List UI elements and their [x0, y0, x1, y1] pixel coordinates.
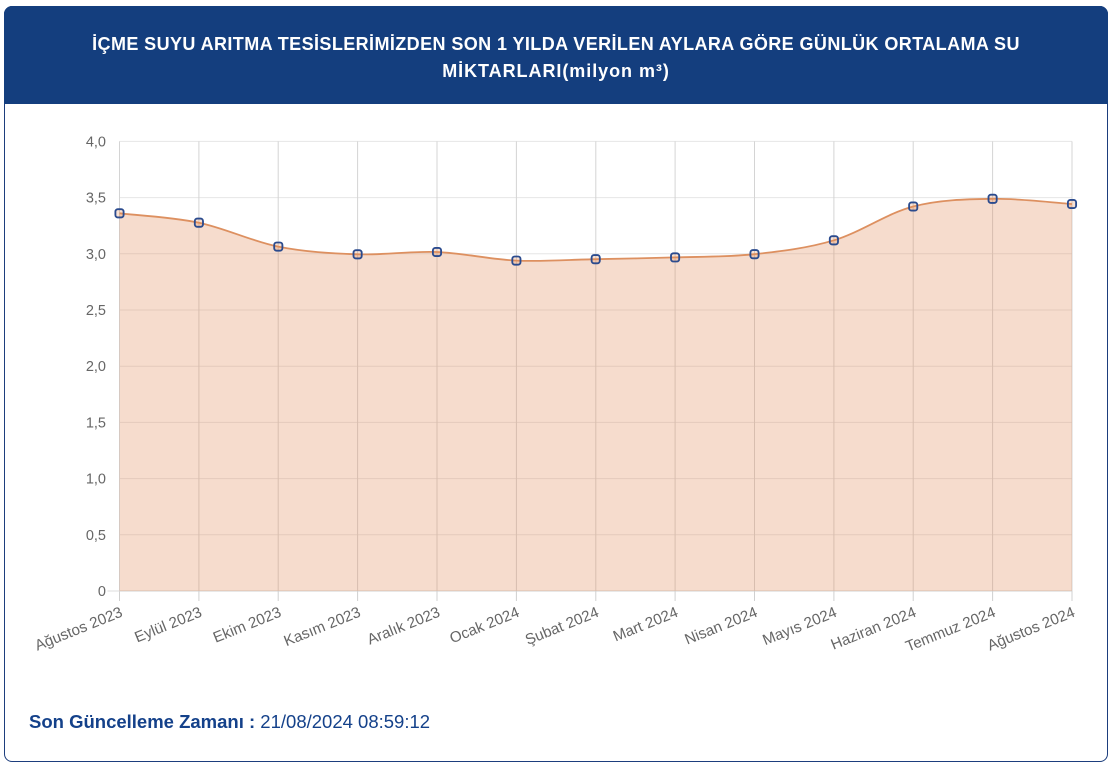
- svg-text:4,0: 4,0: [86, 134, 106, 150]
- svg-text:Temmuz 2024: Temmuz 2024: [903, 604, 998, 655]
- svg-text:3,5: 3,5: [86, 191, 106, 207]
- svg-text:Mart 2024: Mart 2024: [611, 604, 681, 645]
- svg-text:3,0: 3,0: [86, 247, 106, 263]
- svg-text:Şubat 2024: Şubat 2024: [523, 604, 601, 649]
- svg-text:1,5: 1,5: [86, 415, 106, 431]
- svg-text:Kasım 2023: Kasım 2023: [282, 604, 364, 650]
- svg-text:Mayıs 2024: Mayıs 2024: [760, 604, 839, 649]
- svg-text:2,0: 2,0: [86, 359, 106, 375]
- svg-text:Nisan 2024: Nisan 2024: [682, 604, 760, 649]
- svg-text:Ağustos 2024: Ağustos 2024: [985, 604, 1077, 655]
- svg-text:0,5: 0,5: [86, 528, 106, 544]
- svg-text:Ocak 2024: Ocak 2024: [447, 604, 521, 647]
- svg-text:Ekim 2023: Ekim 2023: [211, 604, 284, 647]
- svg-text:Eylül 2023: Eylül 2023: [132, 604, 204, 646]
- svg-text:0: 0: [98, 584, 106, 600]
- svg-text:1,0: 1,0: [86, 472, 106, 488]
- svg-text:Aralık 2023: Aralık 2023: [365, 604, 443, 649]
- svg-text:2,5: 2,5: [86, 303, 106, 319]
- svg-text:Ağustos 2023: Ağustos 2023: [33, 604, 125, 655]
